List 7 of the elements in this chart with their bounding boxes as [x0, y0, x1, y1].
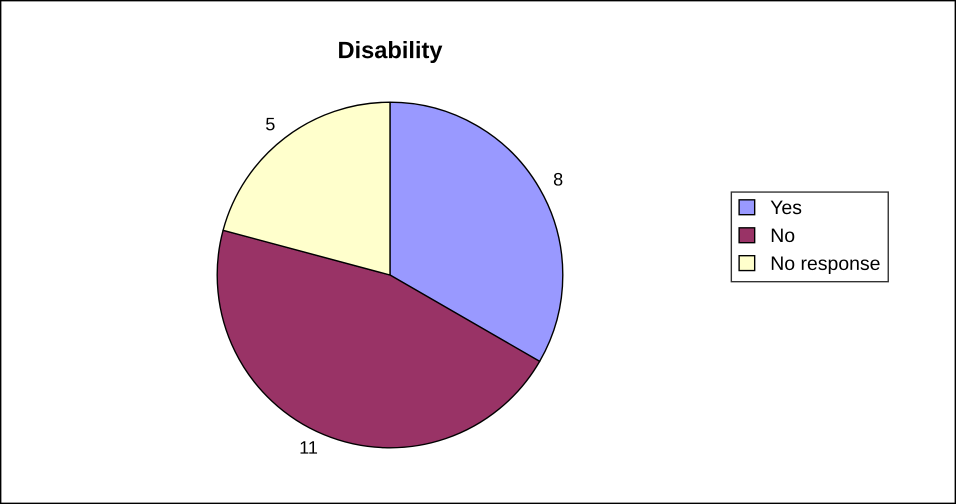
- legend-label: No response: [772, 256, 880, 274]
- chart-title: Disability: [339, 40, 442, 64]
- data-label: 8: [554, 172, 562, 186]
- legend-label: No: [772, 228, 794, 242]
- data-label: 11: [300, 441, 318, 454]
- legend-label: Yes: [770, 200, 802, 214]
- data-label: 5: [266, 118, 275, 130]
